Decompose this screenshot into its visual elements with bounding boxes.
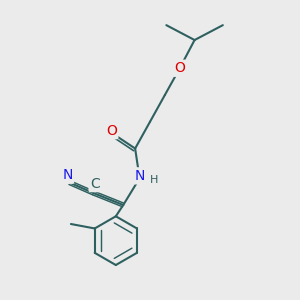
Text: O: O [106, 124, 117, 138]
Text: C: C [90, 177, 100, 190]
Text: H: H [150, 175, 158, 185]
Text: O: O [174, 61, 185, 75]
Text: N: N [135, 169, 146, 183]
Text: N: N [62, 168, 73, 182]
